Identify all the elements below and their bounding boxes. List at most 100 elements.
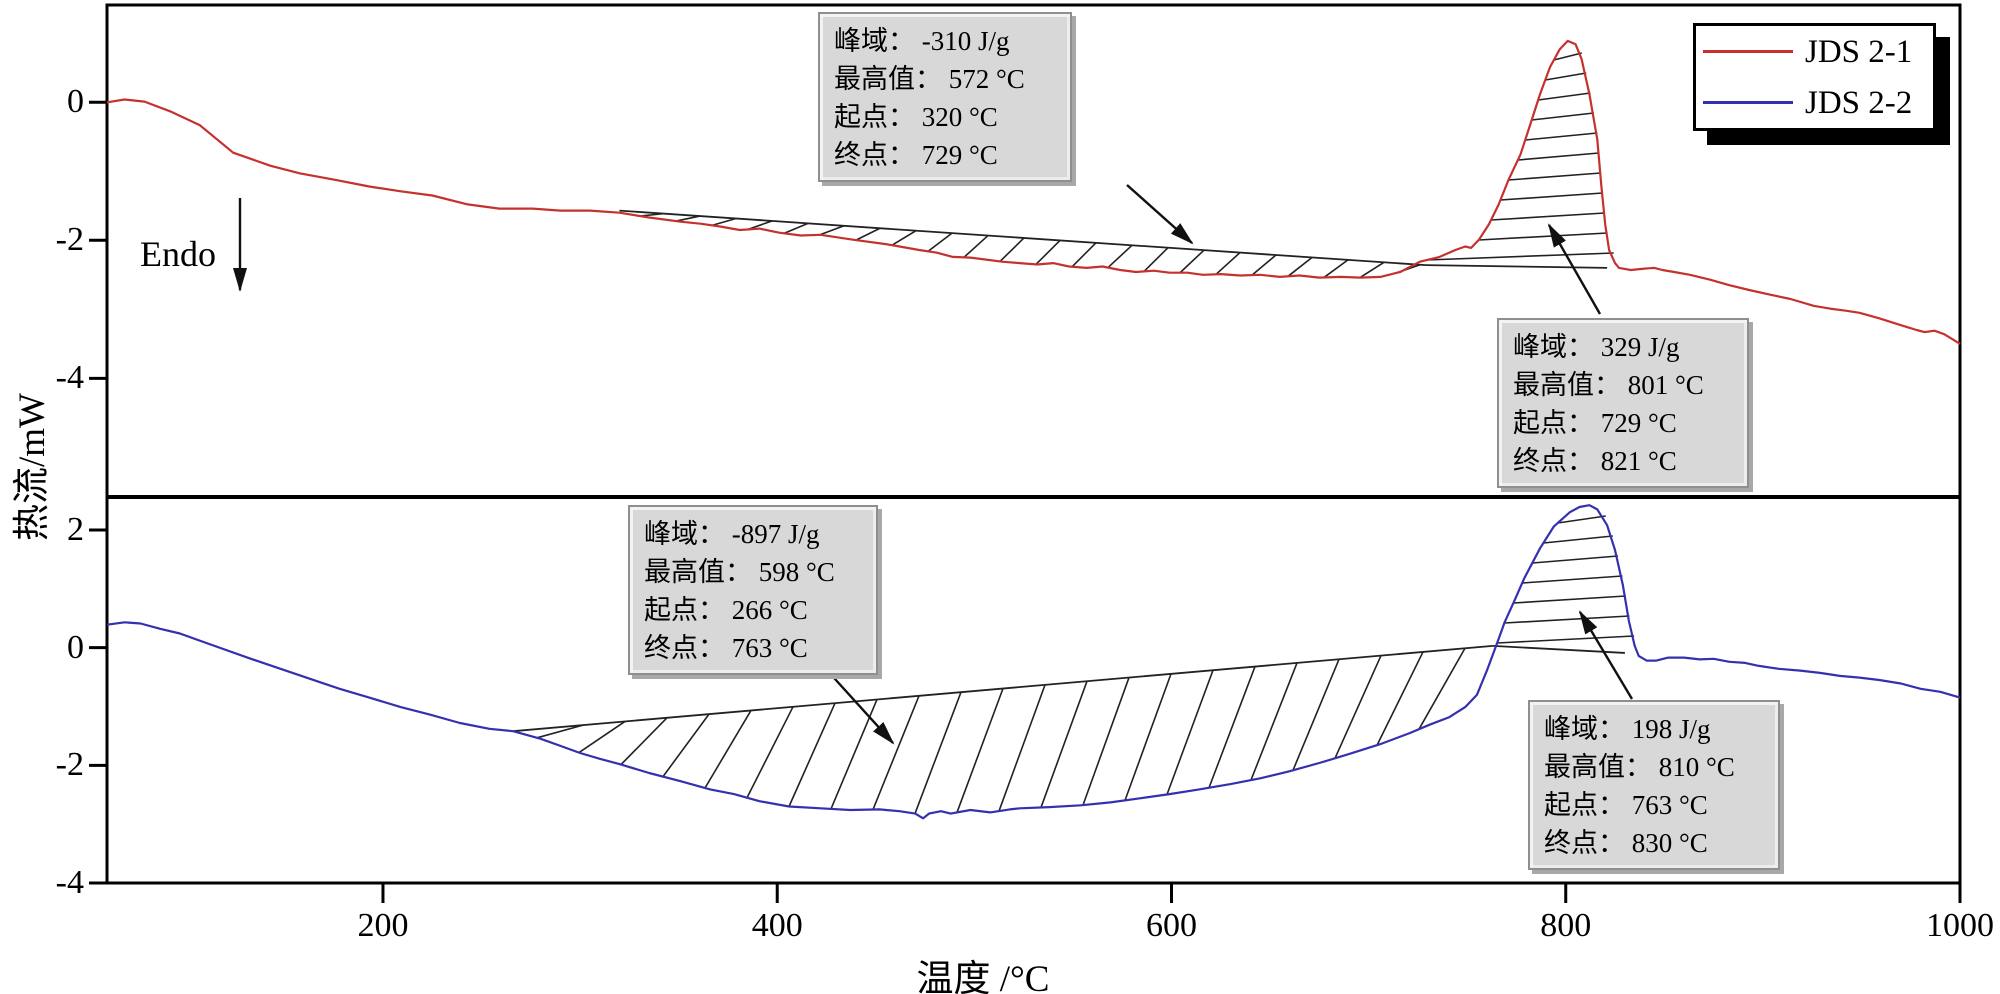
hatch-line-exo-area bbox=[1553, 52, 1582, 61]
annotation-box-top-trough: 峰域： -310 J/g 最高值： 572 °C 起点： 320 °C 终点： … bbox=[818, 12, 1072, 182]
hatch-line-endo-area bbox=[1287, 256, 1313, 277]
hatch-line-endo-area bbox=[1035, 239, 1061, 265]
hatch-line-endo-area bbox=[746, 706, 794, 799]
hatch-line-endo-area bbox=[1250, 662, 1298, 781]
hatch-line-exo-area bbox=[1504, 615, 1630, 624]
hatch-line-endo-area bbox=[1107, 244, 1133, 269]
x-tick-label: 1000 bbox=[1926, 907, 1994, 944]
hatch-line-endo-area bbox=[1376, 651, 1424, 746]
hatch-line-exo-area bbox=[1426, 252, 1614, 261]
arrow-bottom-peak bbox=[1578, 610, 1634, 700]
curve-jds-2-2 bbox=[106, 504, 1961, 820]
hatch-line-endo-area bbox=[536, 724, 584, 739]
endo-label: Endo bbox=[140, 234, 216, 274]
annotation-box-bottom-trough: 峰域： -897 J/g 最高值： 598 °C 起点： 266 °C 终点： … bbox=[628, 505, 878, 675]
peak-end-line: 终点： 729 °C bbox=[834, 140, 998, 170]
hatch-line-exo-area bbox=[1500, 192, 1603, 201]
hatch-line-endo-area bbox=[1418, 647, 1466, 730]
hatch-line-exo-area bbox=[1532, 555, 1619, 564]
hatch-line-exo-area bbox=[1545, 72, 1587, 81]
y-tick-label: -2 bbox=[55, 221, 84, 259]
y-tick-label: -4 bbox=[55, 864, 84, 901]
hatch-line-exo-area bbox=[1538, 92, 1591, 101]
hatch-line-endo-area bbox=[891, 229, 917, 246]
integration-baseline-trough bbox=[619, 209, 1426, 267]
peak-max-line: 最高值： 801 °C bbox=[1513, 370, 1704, 400]
hatch-line-endo-area bbox=[704, 710, 752, 789]
integration-baseline-peak bbox=[1425, 264, 1608, 269]
hatch-line-endo-area bbox=[872, 695, 920, 810]
hatch-line-endo-area bbox=[914, 691, 962, 814]
peak-onset-line: 起点： 729 °C bbox=[1513, 408, 1677, 438]
hatch-line-endo-area bbox=[1359, 261, 1385, 279]
hatch-line-endo-area bbox=[578, 720, 626, 754]
peak-area-line: 峰域： 329 J/g bbox=[1513, 332, 1680, 362]
curve-jds-2-1 bbox=[106, 39, 1961, 345]
hatch-line-exo-area bbox=[1525, 132, 1598, 141]
hatch-line-endo-area bbox=[620, 717, 668, 766]
arrow-top-trough bbox=[1126, 184, 1194, 245]
hatch-line-endo-area bbox=[819, 225, 845, 236]
hatch-line-endo-area bbox=[1292, 658, 1340, 771]
legend-line-sample-red bbox=[1703, 50, 1793, 53]
hatch-line-endo-area bbox=[927, 232, 953, 252]
peak-max-line: 最高值： 810 °C bbox=[1544, 752, 1735, 782]
hatch-line-exo-area bbox=[1557, 515, 1606, 524]
hatch-line-endo-area bbox=[675, 215, 701, 222]
hatch-line-endo-area bbox=[783, 222, 809, 235]
hatch-line-endo-area bbox=[855, 227, 881, 241]
hatch-line-endo-area bbox=[1208, 666, 1256, 789]
y-tick-label: 0 bbox=[67, 628, 84, 666]
hatch-line-exo-area bbox=[1490, 212, 1605, 221]
peak-onset-line: 起点： 320 °C bbox=[834, 102, 998, 132]
peak-area-line: 峰域： -897 J/g bbox=[644, 519, 820, 549]
hatch-line-exo-area bbox=[1497, 635, 1635, 644]
hatch-line-endo-area bbox=[830, 699, 878, 810]
legend-entry-jds-2-2: JDS 2-2 bbox=[1696, 85, 1933, 121]
y-tick-label: 2 bbox=[67, 510, 84, 548]
hatch-line-exo-area bbox=[1517, 152, 1600, 161]
hatch-line-exo-area bbox=[1513, 595, 1626, 604]
x-tick-label: 200 bbox=[357, 907, 409, 944]
peak-max-line: 最高值： 572 °C bbox=[834, 64, 1025, 94]
hatch-line-exo-area bbox=[1508, 172, 1601, 181]
hatch-line-endo-area bbox=[1251, 254, 1277, 276]
legend-label: JDS 2-2 bbox=[1805, 84, 1913, 121]
legend-label: JDS 2-1 bbox=[1805, 33, 1913, 70]
hatch-line-exo-area bbox=[1522, 575, 1623, 584]
hatch-line-endo-area bbox=[998, 684, 1046, 812]
x-tick-label: 600 bbox=[1145, 907, 1197, 944]
hatch-line-endo-area bbox=[788, 702, 836, 807]
peak-max-line: 最高值： 598 °C bbox=[644, 557, 835, 587]
hatch-line-exo-area bbox=[1478, 232, 1608, 241]
hatch-line-endo-area bbox=[1215, 251, 1241, 275]
peak-onset-line: 起点： 763 °C bbox=[1544, 790, 1708, 820]
hatch-line-endo-area bbox=[1166, 669, 1214, 795]
annotation-box-top-peak: 峰域： 329 J/g 最高值： 801 °C 起点： 729 °C 终点： 8… bbox=[1497, 318, 1749, 488]
annotation-box-bottom-peak: 峰域： 198 J/g 最高值： 810 °C 起点： 763 °C 终点： 8… bbox=[1528, 700, 1780, 870]
arrow-top-peak bbox=[1547, 223, 1602, 315]
peak-end-line: 终点： 830 °C bbox=[1544, 828, 1708, 858]
arrow-bottom-trough bbox=[824, 667, 895, 745]
x-tick-label: 400 bbox=[751, 907, 803, 944]
hatch-line-endo-area bbox=[1323, 259, 1349, 279]
peak-onset-line: 起点： 266 °C bbox=[644, 595, 808, 625]
y-tick-label: -4 bbox=[55, 359, 84, 397]
hatch-line-exo-area bbox=[1543, 535, 1613, 544]
hatch-line-endo-area bbox=[1040, 680, 1088, 808]
plot-frame bbox=[105, 3, 1962, 885]
hatch-line-endo-area bbox=[1143, 247, 1169, 272]
legend-entry-jds-2-1: JDS 2-1 bbox=[1696, 34, 1933, 70]
hatch-line-endo-area bbox=[747, 220, 773, 231]
legend: JDS 2-1 JDS 2-2 bbox=[1693, 23, 1936, 131]
x-tick-label: 800 bbox=[1540, 907, 1592, 944]
hatch-line-endo-area bbox=[1124, 673, 1172, 801]
hatch-line-endo-area bbox=[1071, 242, 1097, 268]
hatch-line-exo-area bbox=[1531, 112, 1594, 121]
legend-line-sample-blue bbox=[1703, 101, 1793, 104]
hatch-line-endo-area bbox=[711, 217, 737, 227]
hatch-line-endo-area bbox=[956, 688, 1004, 813]
hatch-line-endo-area bbox=[1334, 655, 1382, 759]
